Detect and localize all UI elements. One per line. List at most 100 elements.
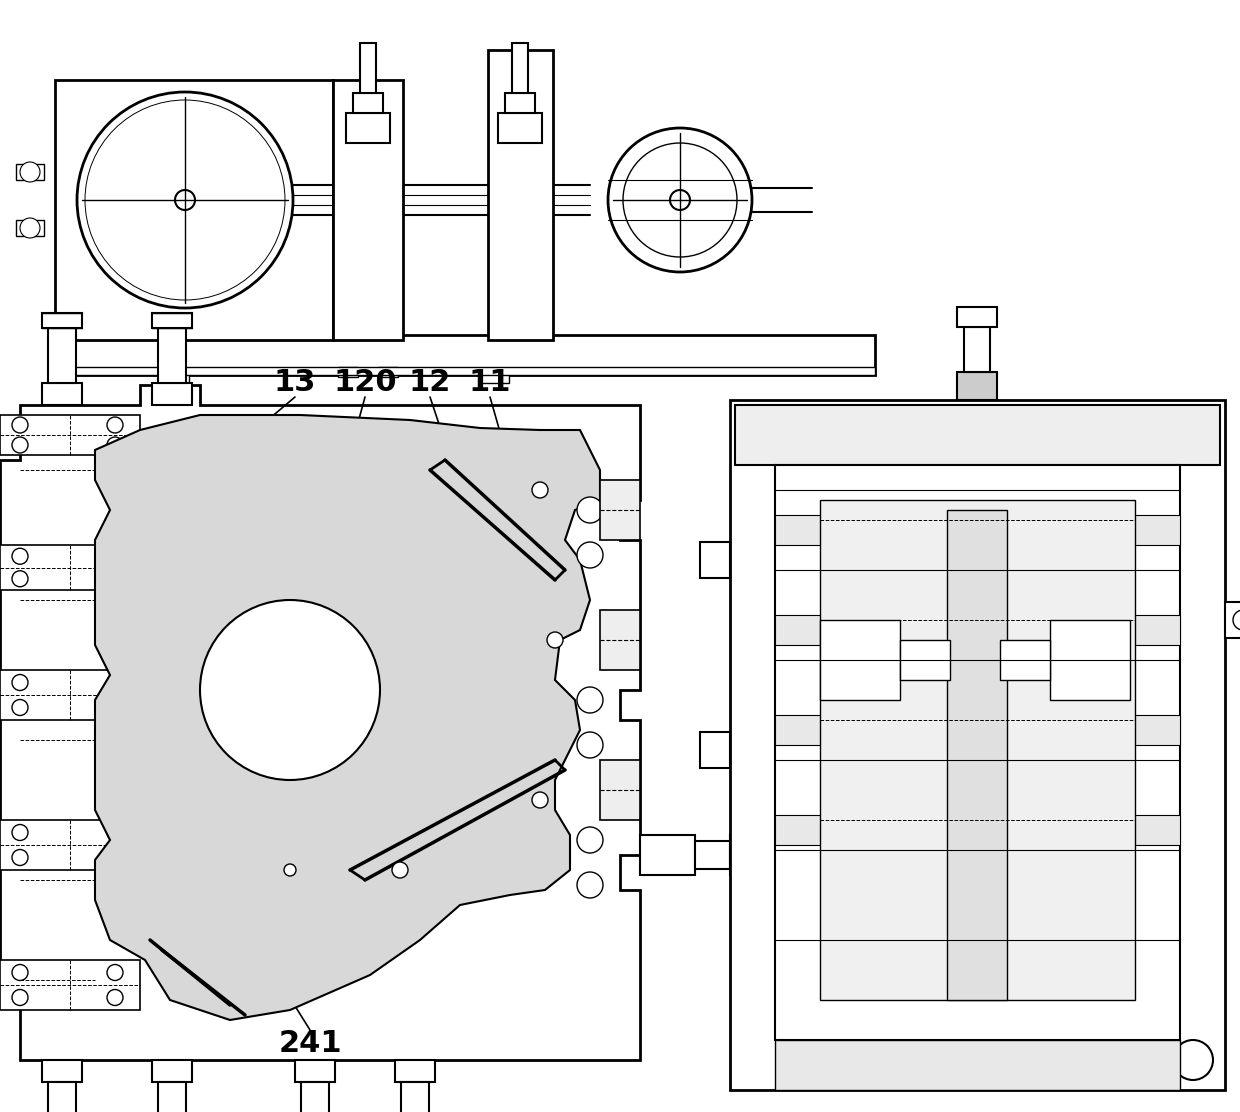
Circle shape xyxy=(583,738,596,752)
Bar xyxy=(775,1040,1180,1090)
Circle shape xyxy=(107,824,123,841)
Circle shape xyxy=(583,833,596,847)
Circle shape xyxy=(107,990,123,1005)
Circle shape xyxy=(583,693,596,707)
Circle shape xyxy=(392,862,408,878)
Circle shape xyxy=(583,878,596,892)
Circle shape xyxy=(107,437,123,453)
Bar xyxy=(900,641,950,681)
Circle shape xyxy=(577,732,603,758)
Bar xyxy=(0,545,140,590)
Bar xyxy=(735,405,1220,465)
Bar xyxy=(48,328,76,383)
Bar xyxy=(999,641,1050,681)
Bar xyxy=(0,415,140,455)
Bar xyxy=(505,93,534,113)
Bar xyxy=(963,327,990,373)
Circle shape xyxy=(1233,610,1240,631)
Bar xyxy=(498,113,542,143)
Circle shape xyxy=(577,827,603,853)
Bar xyxy=(153,312,192,328)
Bar xyxy=(820,620,900,699)
Bar xyxy=(600,480,640,540)
Circle shape xyxy=(12,824,29,841)
Circle shape xyxy=(107,548,123,564)
Circle shape xyxy=(577,872,603,898)
Circle shape xyxy=(670,190,689,210)
Bar xyxy=(360,43,376,93)
Bar xyxy=(600,759,640,820)
Circle shape xyxy=(284,864,296,876)
Circle shape xyxy=(583,503,596,517)
Text: 12: 12 xyxy=(409,367,451,397)
Text: 241: 241 xyxy=(278,1030,342,1059)
Circle shape xyxy=(77,92,293,308)
Bar xyxy=(820,500,1135,1000)
Circle shape xyxy=(175,190,195,210)
Bar xyxy=(694,841,730,868)
Bar xyxy=(161,371,188,383)
Circle shape xyxy=(577,687,603,713)
Bar xyxy=(775,465,1180,1040)
Circle shape xyxy=(107,675,123,691)
Bar xyxy=(295,1060,335,1082)
Bar xyxy=(701,732,730,768)
Circle shape xyxy=(12,699,29,715)
Bar xyxy=(1050,620,1130,699)
Bar xyxy=(489,50,553,340)
Circle shape xyxy=(532,481,548,498)
Bar xyxy=(301,1082,329,1112)
Circle shape xyxy=(577,497,603,523)
Bar xyxy=(153,383,192,405)
Circle shape xyxy=(20,218,40,238)
Bar xyxy=(42,1060,82,1082)
Circle shape xyxy=(107,699,123,715)
Circle shape xyxy=(107,417,123,433)
Bar xyxy=(55,80,334,340)
Bar xyxy=(157,328,186,383)
Circle shape xyxy=(20,162,40,182)
Bar xyxy=(55,367,875,375)
Bar xyxy=(512,43,528,93)
Bar xyxy=(55,335,875,375)
Bar xyxy=(157,1082,186,1112)
Bar xyxy=(346,113,391,143)
Circle shape xyxy=(12,850,29,865)
Text: 11: 11 xyxy=(469,367,511,397)
Bar xyxy=(153,1060,192,1082)
Bar xyxy=(0,671,140,719)
Polygon shape xyxy=(95,415,600,1020)
Circle shape xyxy=(12,548,29,564)
Circle shape xyxy=(12,417,29,433)
Bar xyxy=(701,542,730,578)
Circle shape xyxy=(107,850,123,865)
Circle shape xyxy=(12,437,29,453)
Circle shape xyxy=(1173,1040,1213,1080)
Bar xyxy=(957,373,997,400)
Bar xyxy=(378,367,398,377)
Bar xyxy=(1225,602,1240,638)
Circle shape xyxy=(12,964,29,981)
Circle shape xyxy=(12,990,29,1005)
Circle shape xyxy=(583,548,596,562)
Bar xyxy=(730,835,770,875)
Text: 13: 13 xyxy=(274,367,316,397)
Circle shape xyxy=(532,792,548,808)
Circle shape xyxy=(107,964,123,981)
Bar xyxy=(0,820,140,870)
Circle shape xyxy=(547,632,563,648)
Bar xyxy=(775,715,1180,745)
Bar xyxy=(730,400,1225,1090)
Bar xyxy=(775,615,1180,645)
Bar xyxy=(353,93,383,113)
Circle shape xyxy=(12,570,29,587)
Bar xyxy=(16,163,43,180)
Bar xyxy=(775,515,1180,545)
Bar xyxy=(640,835,694,875)
Bar xyxy=(339,367,358,377)
Bar xyxy=(600,610,640,671)
Circle shape xyxy=(107,570,123,587)
Bar xyxy=(396,1060,435,1082)
Bar xyxy=(0,960,140,1010)
Bar xyxy=(947,510,1007,1000)
